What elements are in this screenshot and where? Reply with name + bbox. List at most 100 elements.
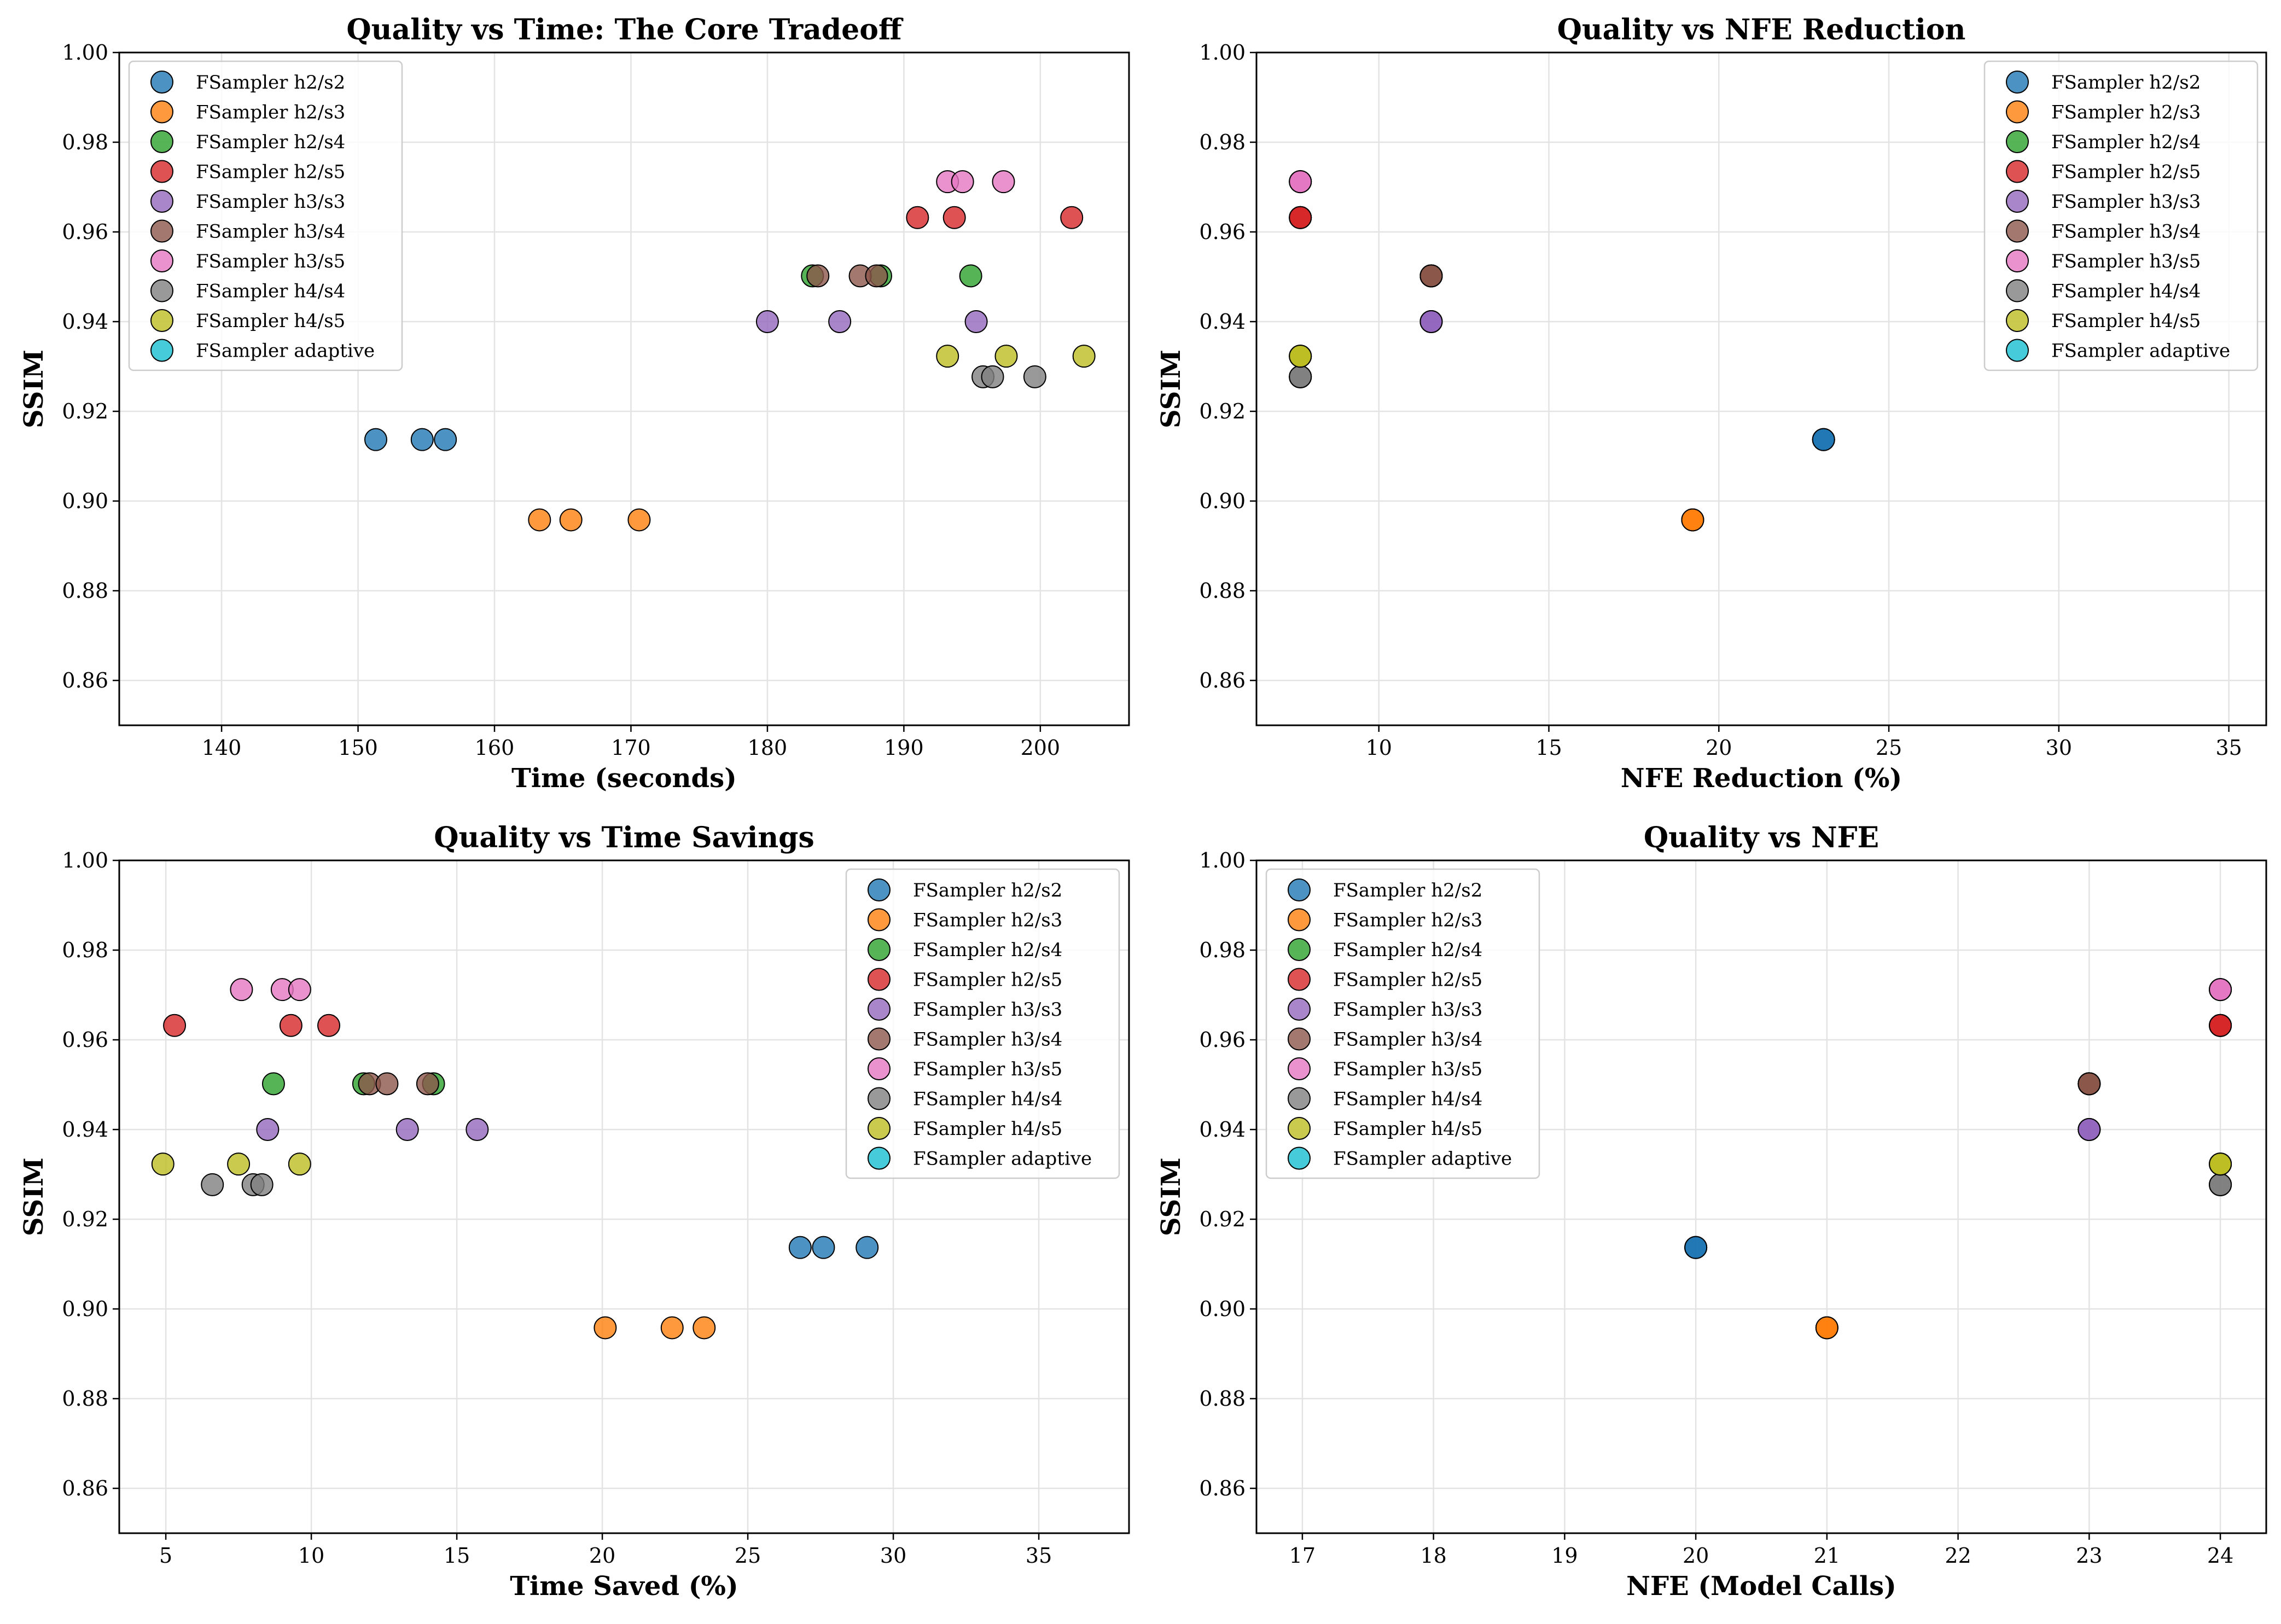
x-tick-label: 140 — [202, 736, 242, 760]
x-tick-label: 18 — [1420, 1544, 1446, 1568]
y-tick-label: 0.98 — [62, 130, 108, 154]
legend-box — [1983, 60, 2259, 371]
y-axis-label: SSIM — [1156, 350, 1186, 428]
legend-marker — [150, 219, 173, 243]
legend-marker — [868, 1057, 891, 1080]
legend-label: FSampler h3/s5 — [196, 251, 345, 272]
data-point — [951, 170, 974, 194]
data-point — [364, 428, 387, 451]
x-axis-label: Time (seconds) — [511, 763, 737, 794]
y-tick-label: 0.86 — [1199, 1476, 1246, 1500]
y-tick-label: 0.94 — [62, 1117, 108, 1142]
legend-marker — [1288, 1087, 1311, 1110]
data-point — [693, 1316, 716, 1340]
data-point — [395, 1118, 419, 1141]
x-tick-label: 180 — [748, 736, 788, 760]
legend-marker — [150, 339, 173, 362]
legend-label: FSampler h4/s5 — [2051, 310, 2201, 332]
data-point — [2209, 978, 2232, 1002]
legend-marker — [2006, 71, 2029, 94]
legend-label: FSampler h3/s4 — [1333, 1029, 1482, 1051]
legend-marker — [150, 130, 173, 153]
data-point — [2209, 1014, 2232, 1037]
y-tick-label: 0.86 — [62, 1476, 108, 1500]
chart-panel-3: 5 10 15 20 25 30 35 0.86 0.88 0.90 0.92 0.94 0.96 0.9… — [19, 821, 1130, 1602]
x-tick-label: 30 — [2046, 736, 2072, 760]
data-point — [959, 264, 982, 288]
x-tick-label: 35 — [1026, 1544, 1052, 1568]
data-point — [856, 1236, 879, 1259]
legend-marker — [2006, 249, 2029, 272]
legend-label: FSampler h4/s4 — [1333, 1089, 1482, 1110]
legend-label: FSampler h2/s4 — [1333, 939, 1482, 961]
legend-label: FSampler h2/s3 — [913, 910, 1062, 932]
data-point — [434, 428, 457, 451]
x-tick-label: 20 — [1683, 1544, 1709, 1568]
legend-marker — [2006, 160, 2029, 183]
y-tick-label: 0.86 — [62, 668, 108, 692]
data-point — [828, 310, 852, 333]
x-axis-label: Time Saved (%) — [510, 1571, 738, 1602]
data-point — [964, 310, 988, 333]
data-point — [261, 1072, 285, 1096]
data-point — [163, 1014, 187, 1037]
data-point — [528, 508, 551, 532]
y-tick-label: 0.92 — [1199, 399, 1246, 423]
data-point — [1289, 206, 1312, 229]
legend-marker — [868, 1146, 891, 1170]
legend-label: FSampler h2/s3 — [196, 102, 345, 124]
legend: FSampler h2/s2 FSampler h2/s3 FSampler h2/… — [845, 868, 1120, 1179]
x-tick-label: 5 — [159, 1544, 172, 1568]
legend-marker — [150, 279, 173, 302]
x-tick-label: 24 — [2207, 1544, 2233, 1568]
legend-label: FSampler h2/s5 — [913, 969, 1062, 991]
x-tick-label: 10 — [1366, 736, 1392, 760]
y-tick-label: 0.92 — [1199, 1207, 1246, 1231]
legend-label: FSampler h3/s4 — [2051, 221, 2201, 243]
x-tick-label: 20 — [1706, 736, 1732, 760]
chart-panel-4: 17 18 19 20 21 22 23 24 0.86 0.88 0.90 0.92 0.94 0.96… — [1156, 821, 2267, 1602]
legend-label: FSampler h2/s4 — [913, 939, 1062, 961]
data-point — [1072, 345, 1096, 368]
data-point — [992, 170, 1015, 194]
legend-marker — [1288, 1057, 1311, 1080]
legend-marker — [868, 968, 891, 991]
legend-marker — [1288, 878, 1311, 901]
x-tick-label: 190 — [884, 736, 924, 760]
data-point — [227, 1152, 251, 1176]
legend-label: FSampler h4/s4 — [913, 1089, 1062, 1110]
x-tick-label: 23 — [2076, 1544, 2102, 1568]
y-tick-label: 0.98 — [1199, 130, 1246, 154]
data-point — [936, 345, 959, 368]
legend-label: FSampler h4/s4 — [2051, 281, 2201, 302]
chart-title: Quality vs Time: The Core Tradeoff — [346, 13, 904, 46]
y-tick-label: 0.88 — [1199, 1387, 1246, 1411]
x-tick-label: 170 — [611, 736, 651, 760]
legend-label: FSampler h4/s4 — [196, 281, 345, 302]
chart-panel-1: 140 150 160 170 180 190 200 0.86 0.88 0.90 0.92 0.9… — [19, 13, 1130, 794]
legend-marker — [2006, 100, 2029, 124]
data-point — [660, 1316, 684, 1340]
data-point — [906, 206, 929, 229]
data-point — [465, 1118, 489, 1141]
legend-marker — [2006, 219, 2029, 243]
legend-label: FSampler h2/s2 — [196, 72, 345, 94]
legend-marker — [150, 309, 173, 332]
plot-frame — [118, 51, 1130, 726]
legend-label: FSampler h2/s2 — [2051, 72, 2201, 94]
x-tick-label: 20 — [589, 1544, 615, 1568]
legend-marker — [868, 1027, 891, 1051]
legend-box — [1265, 868, 1540, 1179]
y-axis-label: SSIM — [1156, 1157, 1186, 1236]
data-point — [2209, 1173, 2232, 1196]
y-tick-label: 0.98 — [62, 938, 108, 962]
x-tick-label: 160 — [475, 736, 515, 760]
x-tick-label: 21 — [1814, 1544, 1840, 1568]
data-point — [788, 1236, 812, 1259]
data-point — [981, 365, 1004, 388]
data-point — [279, 1014, 302, 1037]
x-tick-label: 10 — [298, 1544, 324, 1568]
data-point — [288, 1152, 311, 1176]
data-point — [2078, 1118, 2101, 1141]
